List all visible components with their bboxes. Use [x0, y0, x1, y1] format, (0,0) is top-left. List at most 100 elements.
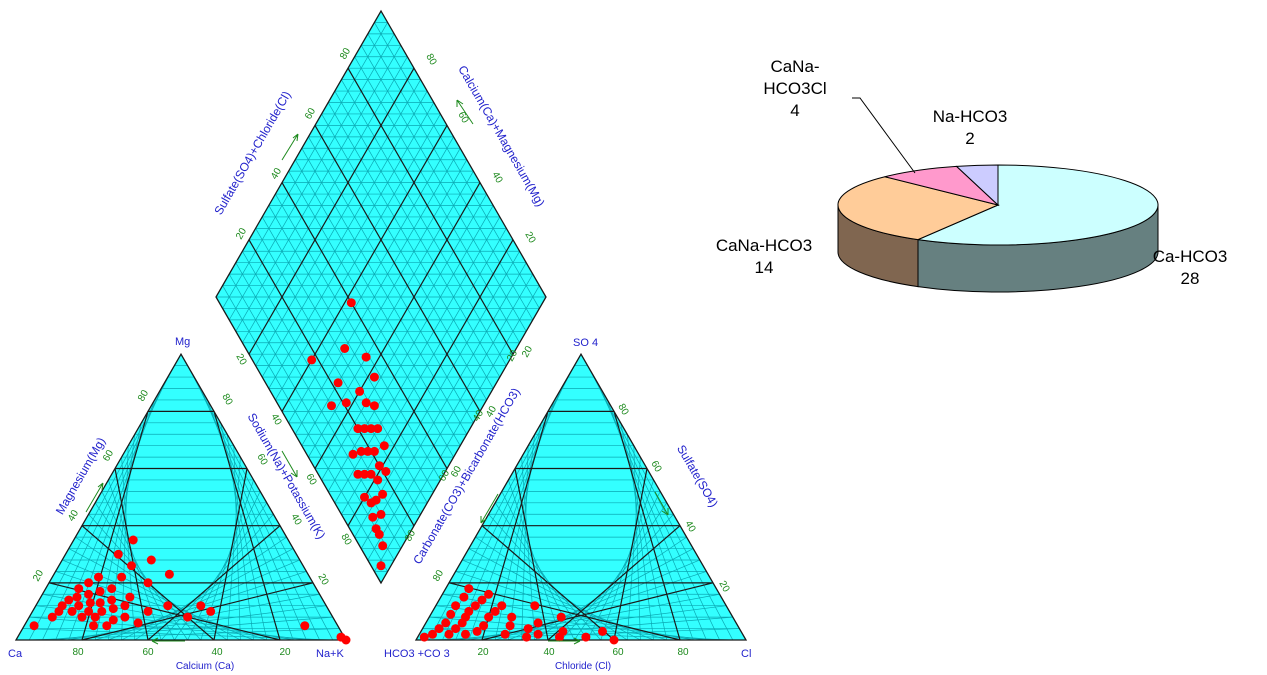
diamond-gridline [255, 79, 421, 366]
diamond-sample-point [366, 498, 376, 508]
diamond-sample-point [381, 467, 391, 476]
anion-sample-point [533, 618, 543, 628]
diamond-gridline [360, 45, 527, 332]
anion-right-axis-label: Sulfate(SO4) [674, 442, 721, 509]
water-type-pie-chart: Ca-HCO3 28 CaNa-HCO3 14 CaNa- HCO3Cl 4 Na-HCO3 2 [716, 57, 1228, 293]
diamond-gridline [255, 228, 421, 515]
anion-triangle-outline [414, 352, 748, 641]
diamond-gridline [242, 251, 408, 538]
tick-label: 80 [677, 647, 689, 658]
diamond-sample-point [366, 469, 376, 479]
cation-sample-point [133, 618, 143, 628]
anion-sample-point [446, 609, 456, 619]
anion-triangle-gridline [429, 616, 720, 641]
arrow-icon [151, 637, 185, 645]
anion-sample-point [434, 624, 444, 634]
diamond-gridline [341, 228, 507, 515]
pie-label-cana-hco3: 14 [755, 258, 774, 277]
cation-triangle-gridline [88, 514, 202, 641]
piper-major-lines [14, 9, 748, 641]
tick-label: 80 [615, 402, 630, 418]
anion-corner-so4: SO 4 [573, 337, 598, 349]
cation-sample-point [77, 612, 87, 622]
arrow-icon [548, 637, 581, 645]
diamond-sample-point [360, 469, 369, 479]
cation-sample-point [84, 589, 94, 599]
anion-triangle-gridline [613, 411, 681, 641]
tick-label: 20 [233, 352, 248, 368]
cation-sample-point [117, 572, 127, 582]
tick-label: 40 [66, 508, 81, 524]
pie-side-faces [837, 204, 1159, 293]
anion-triangle-gridline [587, 491, 661, 641]
diamond-sample-point [327, 401, 336, 411]
tick-label: 40 [543, 647, 555, 658]
cation-sample-point [163, 601, 173, 611]
anion-triangle-gridline [534, 536, 687, 641]
tick-label: 20 [477, 647, 489, 658]
anion-bottom-axis-label: Chloride (Cl) [555, 661, 611, 672]
cation-sample-point [341, 635, 351, 645]
diamond-gridline [222, 285, 388, 572]
diamond-sample-point [374, 461, 384, 471]
tick-label: 80 [423, 52, 438, 68]
tick-label: 60 [303, 106, 318, 122]
anion-sample-point [472, 626, 482, 636]
diamond-gridline [321, 113, 487, 401]
cation-triangle-gridline [35, 605, 307, 641]
diamond-gridline [327, 205, 494, 492]
diamond-gridline [281, 182, 448, 469]
arrow-icon [654, 491, 669, 516]
cation-sample-point [127, 561, 136, 571]
cation-triangle-gridline [213, 468, 248, 641]
tick-label: 20 [315, 572, 330, 588]
anion-sample-point [490, 606, 500, 616]
pie-label-ca-hco3: Ca-HCO3 [1153, 247, 1228, 266]
diamond-gridline [228, 273, 395, 561]
anion-triangle-gridline [613, 468, 648, 641]
anion-triangle-gridline [626, 457, 641, 641]
diamond-gridline [301, 148, 468, 435]
cation-sample-point [84, 606, 94, 616]
cation-triangle-gridline [75, 536, 228, 641]
cation-corner-nak: Na+K [316, 648, 344, 660]
pie-leader-line [852, 97, 916, 174]
anion-sample-point [484, 612, 494, 622]
diamond-gridline [341, 79, 507, 366]
diamond-sample-point [360, 424, 369, 434]
anion-triangle-gridline [435, 605, 707, 641]
diamond-sample-point [369, 372, 379, 382]
anion-sample-point [497, 601, 507, 611]
anion-triangle-gridline [593, 376, 720, 641]
diamond-gridline [261, 216, 428, 504]
diamond-gridline [242, 56, 408, 343]
arrow-icon [281, 450, 298, 478]
tick-label: 60 [648, 459, 663, 475]
cation-sample-point [128, 535, 138, 545]
cation-triangle-gridline [81, 582, 314, 641]
anion-sample-point [523, 624, 533, 634]
diamond-sample-point [360, 492, 369, 502]
diamond-gridline [321, 193, 487, 481]
arrow-icon [281, 133, 299, 161]
cation-sample-point [64, 595, 74, 605]
pie-label-ca-hco3: 28 [1181, 269, 1200, 288]
diamond-sample-point [379, 441, 389, 451]
tick-label: 20 [505, 348, 520, 364]
cation-corner-mg: Mg [175, 336, 190, 348]
arrow-icon [456, 99, 474, 125]
tick-label: 20 [234, 226, 249, 242]
tick-label: 80 [338, 532, 353, 548]
diamond-sample-point [366, 424, 376, 434]
diamond-gridline [360, 262, 527, 549]
cation-triangle-gridline [134, 536, 287, 641]
pie-label-cana-hco3cl: CaNa- [770, 57, 819, 76]
cation-sample-point [108, 615, 118, 625]
arrow-icon [85, 482, 104, 513]
tick-label: 80 [338, 46, 353, 62]
diamond-gridline [374, 22, 540, 309]
tick-label: 60 [101, 448, 116, 464]
cation-sample-point [85, 598, 95, 608]
diamond-sample-point [348, 449, 358, 459]
diamond-gridline [374, 285, 540, 572]
